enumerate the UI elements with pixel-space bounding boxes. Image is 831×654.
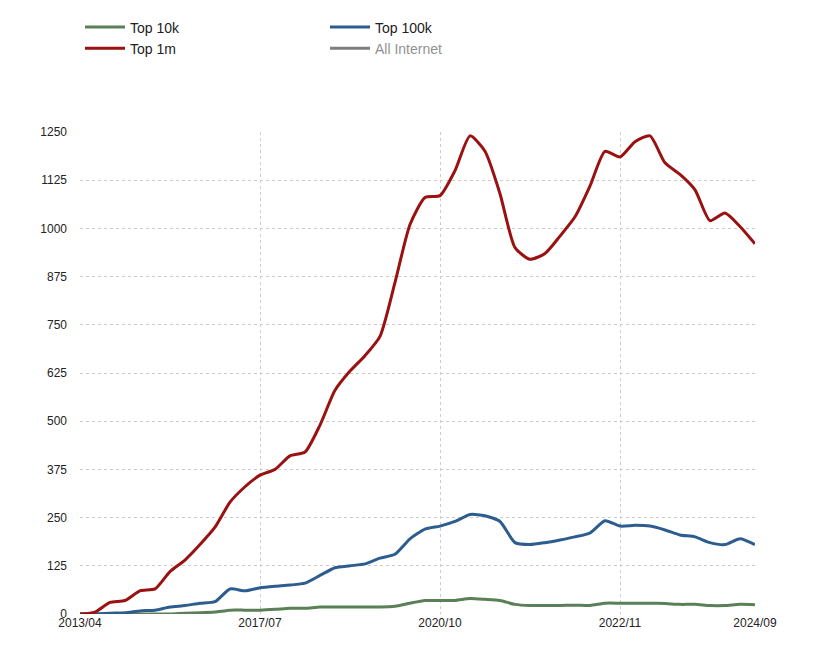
svg-text:2020/10: 2020/10 [418, 616, 462, 630]
svg-text:125: 125 [47, 559, 67, 573]
svg-text:250: 250 [47, 511, 67, 525]
svg-text:Top 10k: Top 10k [130, 20, 180, 36]
svg-text:1250: 1250 [40, 125, 67, 139]
svg-text:500: 500 [47, 414, 67, 428]
svg-text:2022/11: 2022/11 [599, 616, 642, 630]
svg-text:1125: 1125 [41, 173, 67, 187]
svg-text:750: 750 [47, 318, 67, 332]
svg-text:1000: 1000 [40, 222, 67, 236]
svg-text:875: 875 [47, 270, 67, 284]
svg-text:375: 375 [47, 463, 67, 477]
svg-text:2024/09: 2024/09 [733, 616, 777, 630]
svg-text:2013/04: 2013/04 [58, 616, 102, 630]
svg-text:625: 625 [47, 366, 67, 380]
svg-text:Top 100k: Top 100k [375, 20, 433, 36]
svg-text:2017/07: 2017/07 [238, 616, 282, 630]
svg-text:0: 0 [60, 607, 67, 621]
svg-text:All Internet: All Internet [375, 41, 442, 57]
svg-text:Top 1m: Top 1m [130, 41, 176, 57]
